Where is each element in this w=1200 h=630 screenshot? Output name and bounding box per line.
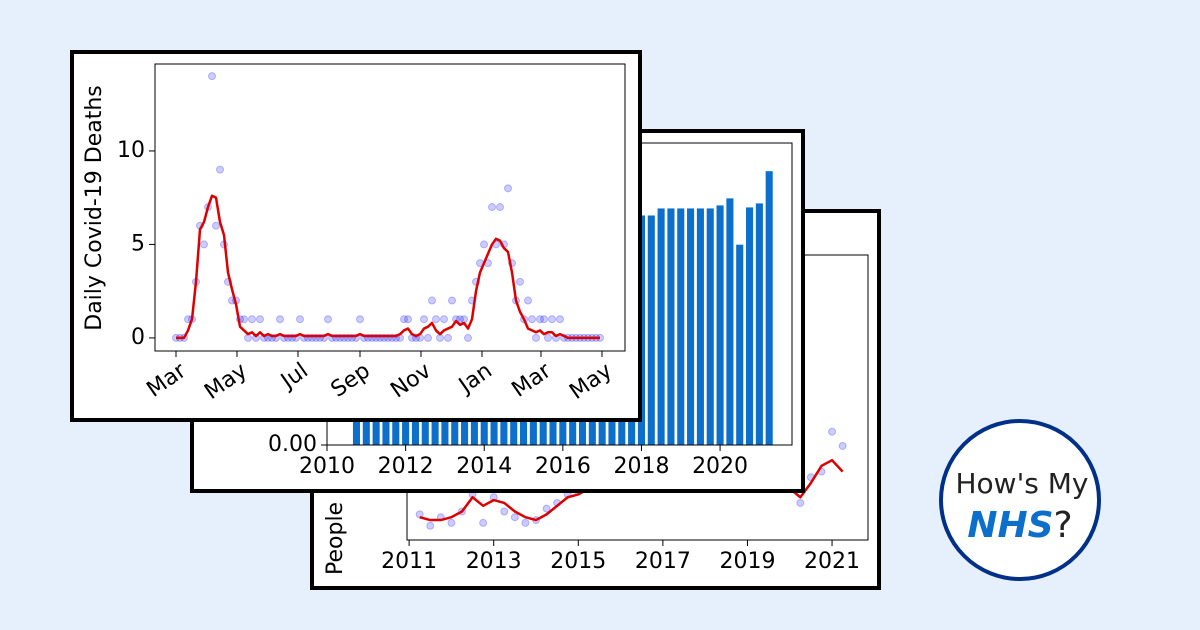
x-tick-label: 2017 (635, 549, 691, 574)
data-point (480, 240, 488, 249)
bar (696, 208, 704, 445)
y-tick-label: 5 (131, 231, 145, 256)
data-point (356, 315, 364, 324)
data-point (216, 165, 224, 174)
logo-mark: ? (1054, 505, 1073, 546)
data-point (428, 296, 436, 305)
x-tick-label: 2020 (692, 454, 748, 479)
data-point (256, 315, 264, 324)
data-point (400, 315, 408, 324)
data-point (496, 203, 504, 212)
bar (746, 207, 754, 445)
data-point (542, 504, 551, 513)
data-point (548, 315, 556, 324)
y-tick-label: 0.00 (268, 432, 317, 457)
logo-line1: How's My (956, 467, 1089, 500)
data-point (440, 315, 448, 324)
data-point (404, 315, 412, 324)
data-point (488, 203, 496, 212)
chart-frame (70, 50, 642, 422)
logo-line2: NHS? (967, 505, 1072, 546)
data-point (200, 240, 208, 249)
y-axis-label: People (323, 502, 348, 575)
data-point (456, 315, 464, 324)
y-axis-label: Daily Covid-19 Deaths (82, 85, 107, 331)
y-tick-label: 0 (131, 325, 145, 350)
data-point (324, 315, 332, 324)
x-tick-label: 2021 (804, 549, 860, 574)
x-tick-label: 2016 (535, 454, 591, 479)
x-tick-label: 2010 (299, 454, 355, 479)
data-point (296, 315, 304, 324)
bar (726, 198, 734, 445)
data-point (532, 333, 540, 342)
data-point (240, 315, 248, 324)
data-point (510, 513, 519, 522)
data-point (528, 315, 536, 324)
data-point (464, 333, 472, 342)
bar (706, 208, 714, 445)
bar (657, 208, 665, 445)
data-point (444, 333, 452, 342)
data-line (176, 194, 600, 340)
logo-circle (939, 419, 1101, 581)
data-point (479, 518, 488, 527)
data-point (504, 184, 512, 193)
data-point (460, 315, 468, 324)
data-point (244, 333, 252, 342)
bar (667, 208, 675, 445)
bar (716, 205, 724, 445)
data-point (838, 441, 847, 450)
bar (736, 244, 744, 445)
data-point (212, 221, 220, 230)
bar (755, 203, 763, 445)
data-point (536, 315, 544, 324)
logo: How's My NHS? (939, 419, 1101, 581)
data-point (516, 277, 524, 286)
bar (687, 208, 695, 445)
data-point (500, 507, 509, 516)
data-point (420, 315, 428, 324)
data-point (540, 315, 548, 324)
x-tick-label: 2014 (456, 454, 512, 479)
plot-border (154, 63, 626, 352)
data-point (426, 521, 435, 530)
data-point (544, 333, 552, 342)
data-point (276, 315, 284, 324)
data-point (208, 72, 216, 81)
data-point (447, 518, 456, 527)
x-tick-label: 2018 (613, 454, 669, 479)
data-point (796, 498, 805, 507)
data-point (828, 427, 837, 436)
data-point (448, 296, 456, 305)
bar (647, 215, 655, 445)
logo-brand: NHS (967, 505, 1053, 546)
bar (677, 208, 685, 445)
bar (765, 171, 773, 446)
data-point (248, 315, 256, 324)
x-tick-label: 2011 (381, 549, 437, 574)
data-point (436, 333, 444, 342)
x-tick-label: 2013 (466, 549, 522, 574)
data-point (432, 315, 440, 324)
data-point (521, 518, 530, 527)
y-tick-label: 10 (117, 138, 145, 163)
x-tick-label: 2019 (719, 549, 775, 574)
data-point (524, 296, 532, 305)
x-tick-label: 2015 (550, 549, 606, 574)
data-point (556, 315, 564, 324)
x-tick-label: 2012 (378, 454, 434, 479)
data-point (424, 333, 432, 342)
